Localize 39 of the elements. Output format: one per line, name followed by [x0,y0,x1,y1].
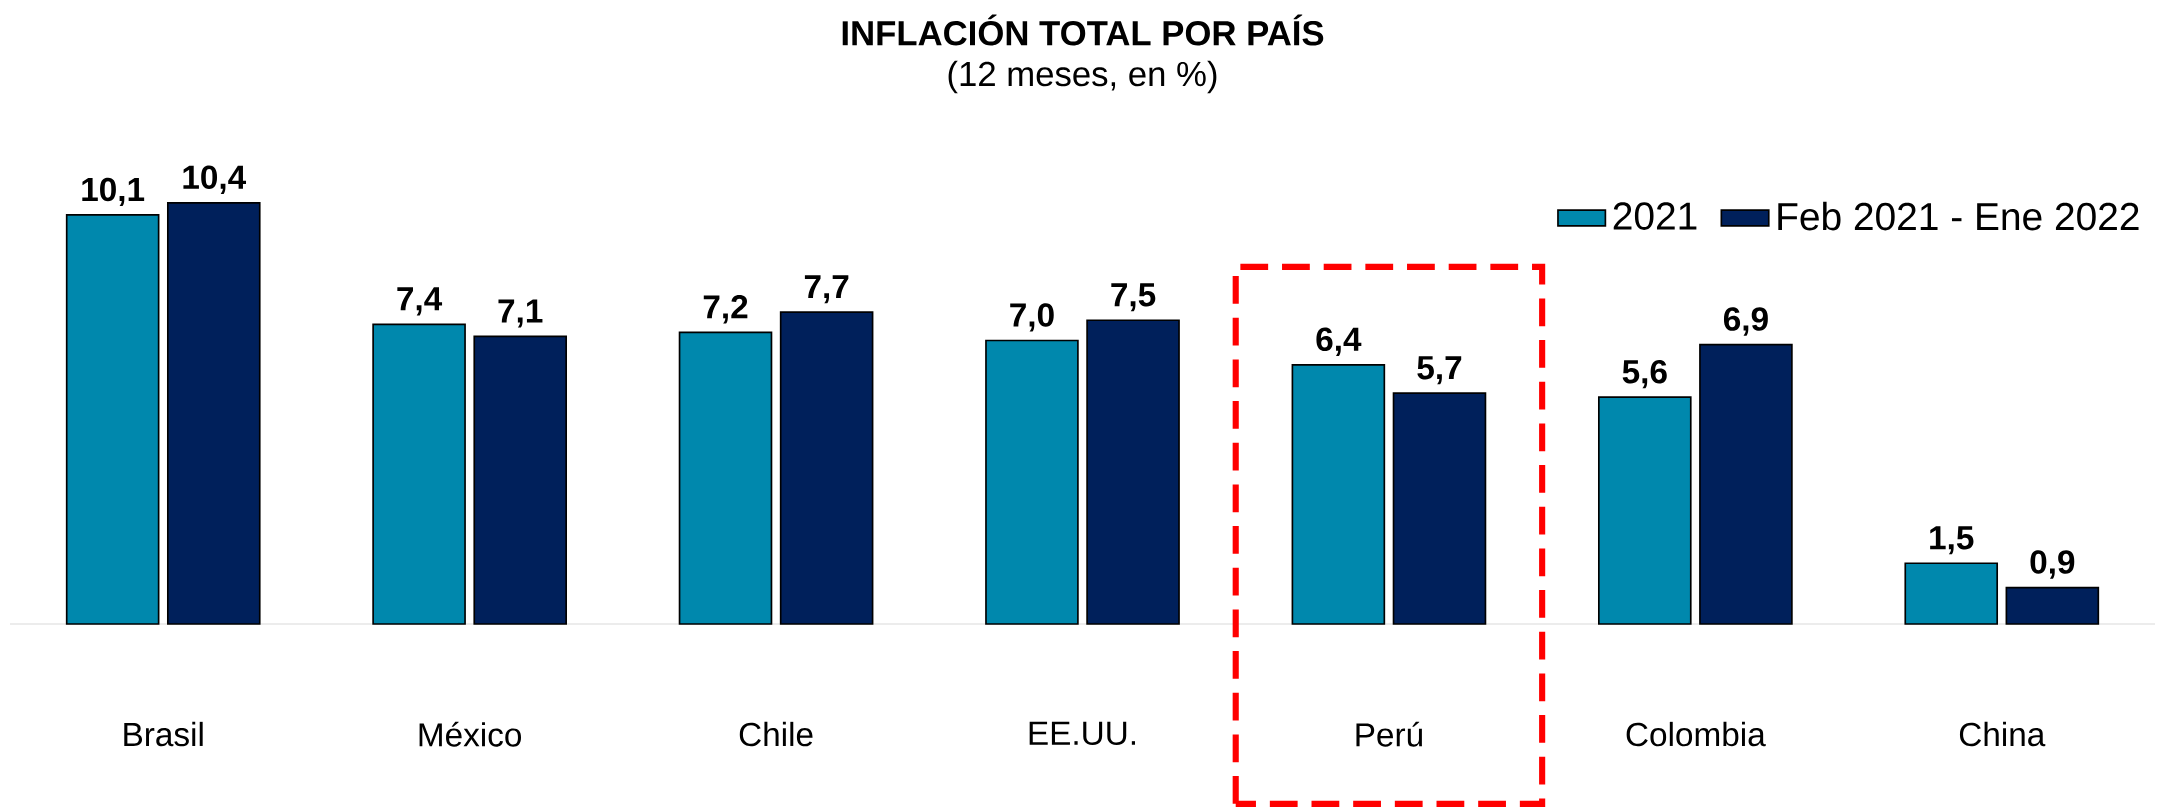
data-label: 6,4 [1316,327,1362,356]
x-tick-label: Chile [739,721,813,747]
data-label: 10,4 [183,165,247,194]
data-label: 5,7 [1417,356,1462,385]
data-label: 7,2 [703,295,748,324]
chart-title: INFLACIÓN TOTAL POR PAÍS [842,14,1324,46]
bar [65,214,160,625]
bar [985,339,1079,625]
bar [473,335,568,625]
data-label: 6,9 [1723,307,1768,336]
data-label: 0,9 [2030,550,2075,579]
bar [2005,586,2100,625]
x-tick-label: EE.UU. [1029,721,1136,746]
bar [1597,396,1692,625]
bar [1699,343,1793,625]
data-label: 7,5 [1111,283,1156,312]
bar [372,323,466,625]
data-label: 7,4 [397,287,443,316]
bar [1392,392,1487,625]
legend-label: Feb 2021 - Ene 2022 [1778,201,2139,231]
data-label: 7,7 [804,275,849,304]
bar [166,201,261,625]
x-tick-label: Brasil [124,721,203,747]
bar [1086,319,1180,625]
x-tick-label: México [419,721,522,747]
chart-subtitle: (12 meses, en %) [948,60,1217,94]
bar [779,311,874,625]
x-tick-label: Perú [1356,721,1423,747]
data-label: 10,1 [82,177,145,207]
bar [1904,562,1999,625]
x-tick-label: China [1959,721,2046,747]
bar [678,331,773,625]
bar [1291,363,1386,625]
data-label: 1,5 [1930,526,1974,555]
x-tick-label: Colombia [1626,721,1766,747]
data-label: 7,1 [498,299,543,328]
legend-label: 2021 [1613,202,1697,230]
data-label: 7,0 [1010,303,1054,332]
data-label: 5,6 [1622,359,1667,389]
